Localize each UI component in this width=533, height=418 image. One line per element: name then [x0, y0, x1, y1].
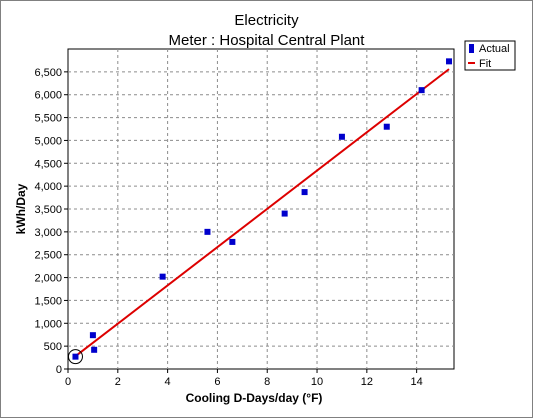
y-tick-label: 6,500 [34, 67, 62, 79]
chart-subtitle: Meter : Hospital Central Plant [168, 32, 365, 49]
data-point [281, 210, 288, 217]
y-tick-label: 500 [44, 341, 62, 353]
y-tick-label: 4,500 [34, 158, 62, 170]
data-point [159, 273, 166, 280]
x-tick-label: 10 [311, 376, 323, 388]
y-axis-ticks: 0 500 1,000 1,500 2,000 2,500 3,000 3,500 4,000 4… [34, 67, 68, 376]
data-point [89, 332, 96, 339]
y-tick-label: 3,000 [34, 227, 62, 239]
legend-fit-label: Fit [479, 58, 491, 70]
data-point [91, 346, 98, 353]
legend-actual-label: Actual [479, 43, 510, 55]
x-tick-label: 6 [214, 376, 220, 388]
y-tick-label: 3,500 [34, 204, 62, 216]
legend: Actual Fit [464, 40, 516, 71]
x-tick-label: 12 [361, 376, 373, 388]
x-tick-label: 2 [115, 376, 121, 388]
y-tick-label: 5,500 [34, 113, 62, 125]
y-tick-label: 0 [56, 364, 62, 376]
y-tick-label: 4,000 [34, 181, 62, 193]
x-axis-ticks: 0 2 4 6 8 10 12 14 [65, 369, 423, 388]
y-tick-label: 5,000 [34, 135, 62, 147]
data-point [383, 123, 390, 130]
x-tick-label: 4 [165, 376, 171, 388]
data-point [446, 58, 453, 65]
data-point [418, 87, 425, 94]
legend-actual-marker [469, 44, 474, 53]
y-tick-label: 1,500 [34, 295, 62, 307]
y-tick-label: 1,000 [34, 318, 62, 330]
chart-title: Electricity [234, 12, 299, 29]
x-tick-label: 14 [411, 376, 423, 388]
y-tick-label: 2,000 [34, 273, 62, 285]
x-tick-label: 8 [264, 376, 270, 388]
data-point [338, 133, 345, 140]
data-point [204, 228, 211, 235]
data-point [72, 353, 79, 360]
highlight-ring [67, 349, 83, 365]
y-axis-label: kWh/Day [14, 183, 28, 234]
grid-lines [68, 49, 454, 369]
fit-line [74, 68, 450, 357]
series-layer [67, 58, 453, 365]
x-tick-label: 0 [65, 376, 71, 388]
x-axis-label: Cooling D-Days/day (°F) [186, 391, 323, 405]
y-tick-label: 6,000 [34, 90, 62, 102]
y-tick-label: 2,500 [34, 250, 62, 262]
data-point [301, 189, 308, 196]
data-point [229, 238, 236, 245]
